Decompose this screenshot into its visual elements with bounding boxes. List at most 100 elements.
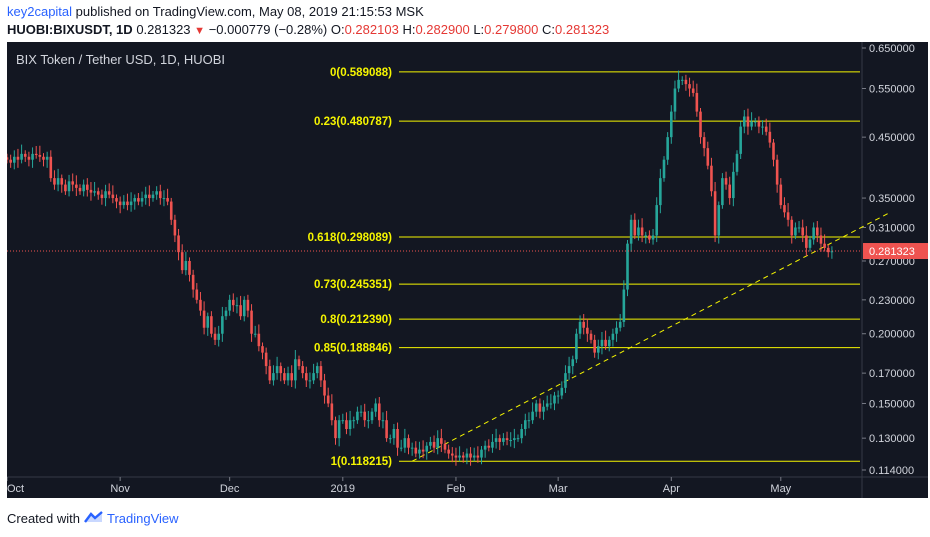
- candle-body: [695, 92, 699, 112]
- candle-body: [429, 441, 432, 446]
- candle-body: [753, 121, 757, 123]
- candle-body: [604, 339, 607, 347]
- candle-body: [188, 260, 191, 275]
- candle-body: [45, 156, 49, 160]
- published-text: published on TradingView.com, May 08, 20…: [75, 4, 424, 19]
- candle-body: [713, 191, 717, 236]
- candle-body: [184, 260, 188, 271]
- candle-body: [93, 191, 96, 193]
- author-link[interactable]: key2capital: [7, 4, 73, 19]
- candle-body: [381, 420, 385, 422]
- fib-level-label: 0(0.589088): [330, 67, 392, 79]
- candle-body: [100, 194, 104, 199]
- open-value: 0.282103: [344, 22, 399, 37]
- candle-body: [534, 403, 538, 412]
- candle-body: [732, 171, 735, 199]
- candle-body: [819, 235, 823, 244]
- y-tick-label: 0.550000: [869, 83, 915, 95]
- candle-body: [407, 438, 410, 448]
- tradingview-logo-icon: [84, 511, 104, 526]
- candle-body: [648, 235, 651, 240]
- chart-area[interactable]: 0.650000 0.550000 0.450000 0.350000 0.310000…: [7, 42, 928, 498]
- candle-body: [399, 447, 403, 449]
- candle-body: [622, 289, 626, 322]
- candle-body: [447, 449, 450, 454]
- candle-body: [301, 366, 304, 374]
- candle-body: [578, 321, 582, 334]
- candle-body: [531, 411, 534, 421]
- high-value: 0.282900: [415, 22, 470, 37]
- candle-body: [38, 155, 42, 157]
- candle-body: [308, 380, 312, 382]
- candle-body: [403, 438, 407, 448]
- candle-body: [345, 420, 348, 430]
- symbol-label: HUOBI:BIXUSDT, 1D: [7, 22, 133, 37]
- candle-body: [600, 339, 604, 347]
- candle-body: [232, 299, 235, 306]
- candle-body: [86, 184, 89, 190]
- candle-body: [476, 455, 480, 458]
- y-tick-label: 0.150000: [869, 398, 915, 410]
- y-tick-label: 0.350000: [869, 193, 915, 205]
- candle-body: [140, 198, 144, 202]
- candle-body: [42, 156, 45, 160]
- y-tick-label: 0.230000: [869, 295, 915, 307]
- candle-body: [283, 373, 286, 381]
- chart-svg[interactable]: 0.650000 0.550000 0.450000 0.350000 0.310000…: [7, 42, 928, 498]
- candle-body: [797, 227, 801, 229]
- candle-body: [206, 316, 210, 328]
- candle-body: [465, 453, 469, 458]
- candle-body: [253, 333, 257, 335]
- candle-body: [611, 333, 615, 340]
- candle-body: [286, 373, 290, 381]
- change-value: −0.000779 (−0.28%): [208, 22, 328, 37]
- candle-body: [651, 235, 655, 240]
- candle-body: [699, 111, 702, 138]
- candle-body: [246, 299, 250, 311]
- candle-body: [151, 194, 155, 199]
- candle-body: [334, 420, 337, 439]
- candle-body: [144, 194, 147, 199]
- candle-body: [199, 299, 202, 311]
- candle-body: [629, 219, 633, 244]
- candle-body: [294, 359, 297, 381]
- candle-body: [166, 198, 169, 202]
- candle-body: [626, 243, 629, 290]
- candle-body: [191, 274, 195, 290]
- candle-body: [461, 455, 465, 458]
- close-value: 0.281323: [555, 22, 610, 37]
- candle-body: [469, 453, 472, 458]
- candle-body: [257, 333, 261, 347]
- candle-body: [805, 235, 808, 248]
- candle-body: [71, 181, 74, 185]
- candle-body: [706, 148, 710, 166]
- candle-body: [115, 198, 118, 202]
- candle-body: [823, 243, 826, 248]
- candle-body: [454, 455, 458, 458]
- candle-body: [768, 131, 772, 143]
- y-tick-label: 0.650000: [869, 43, 915, 55]
- candle-body: [418, 449, 421, 454]
- candle-body: [148, 194, 151, 199]
- x-tick-label: Nov: [110, 483, 130, 495]
- candle-body: [228, 299, 231, 311]
- candle-body: [640, 227, 644, 236]
- candle-body: [348, 420, 352, 430]
- candle-body: [451, 453, 454, 456]
- candle-body: [155, 191, 158, 195]
- candle-body: [757, 121, 761, 127]
- candle-body: [571, 359, 575, 367]
- candle-body: [60, 178, 64, 185]
- high-label: H:: [402, 22, 416, 37]
- tradingview-brand-link[interactable]: TradingView: [106, 511, 179, 526]
- candle-body: [575, 333, 578, 360]
- candle-body: [443, 443, 447, 450]
- last-price-label: 0.281323: [869, 246, 915, 258]
- candle-body: [137, 198, 140, 202]
- candle-body: [312, 373, 315, 381]
- candle-body: [830, 251, 834, 253]
- candle-body: [326, 395, 330, 404]
- candle-body: [721, 178, 724, 206]
- candle-body: [586, 327, 589, 334]
- y-tick-label: 0.310000: [869, 222, 915, 234]
